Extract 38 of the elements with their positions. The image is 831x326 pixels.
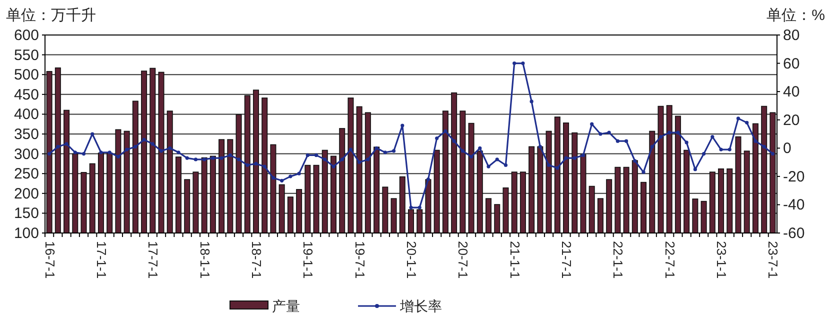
y2-tick-label: 0 bbox=[783, 140, 792, 158]
x-tick-label: 17-7-1 bbox=[146, 241, 161, 279]
y-tick-label: 300 bbox=[14, 146, 39, 163]
y-tick-label: 600 bbox=[14, 27, 39, 44]
x-tick-label: 18-7-1 bbox=[248, 241, 264, 279]
legend-label: 产量 bbox=[272, 298, 300, 314]
y-tick-label: 500 bbox=[14, 66, 39, 84]
y2-tick-label: 40 bbox=[783, 84, 800, 101]
y2-tick-label: 60 bbox=[783, 55, 800, 72]
y2-tick-label: 80 bbox=[783, 27, 800, 44]
x-tick-label: 16-7-1 bbox=[42, 241, 58, 279]
y2-tick-label: -20 bbox=[783, 168, 805, 186]
legend-label: 增长率 bbox=[399, 298, 442, 314]
y-tick-label: 200 bbox=[14, 185, 39, 202]
x-tick-label: 21-7-1 bbox=[559, 241, 574, 279]
x-tick-label: 19-1-1 bbox=[300, 241, 316, 279]
y-tick-label: 150 bbox=[14, 205, 39, 222]
y2-axis-title: 单位：% bbox=[766, 7, 825, 24]
x-tick-label: 22-7-1 bbox=[662, 241, 678, 279]
x-tick-label: 18-1-1 bbox=[197, 241, 212, 279]
y2-tick-label: -60 bbox=[783, 225, 805, 242]
y2-tick-label: 20 bbox=[783, 112, 800, 129]
x-tick-label: 23-7-1 bbox=[766, 241, 781, 279]
y2-tick-label: -40 bbox=[783, 196, 805, 214]
y-tick-label: 550 bbox=[14, 46, 39, 64]
y-tick-label: 400 bbox=[14, 106, 39, 124]
x-tick-label: 22-1-1 bbox=[610, 241, 626, 279]
y-axis-title: 单位：万千升 bbox=[6, 7, 96, 24]
x-tick-label: 21-1-1 bbox=[507, 241, 522, 279]
x-tick-label: 23-1-1 bbox=[714, 241, 730, 279]
y-tick-label: 100 bbox=[14, 225, 39, 242]
x-tick-label: 20-1-1 bbox=[404, 241, 419, 279]
x-tick-label: 19-7-1 bbox=[352, 241, 368, 279]
x-tick-label: 20-7-1 bbox=[456, 241, 471, 279]
y-tick-label: 250 bbox=[14, 166, 39, 183]
y-tick-label: 350 bbox=[14, 126, 39, 143]
y-tick-label: 450 bbox=[14, 86, 39, 104]
x-tick-label: 17-1-1 bbox=[94, 241, 109, 279]
